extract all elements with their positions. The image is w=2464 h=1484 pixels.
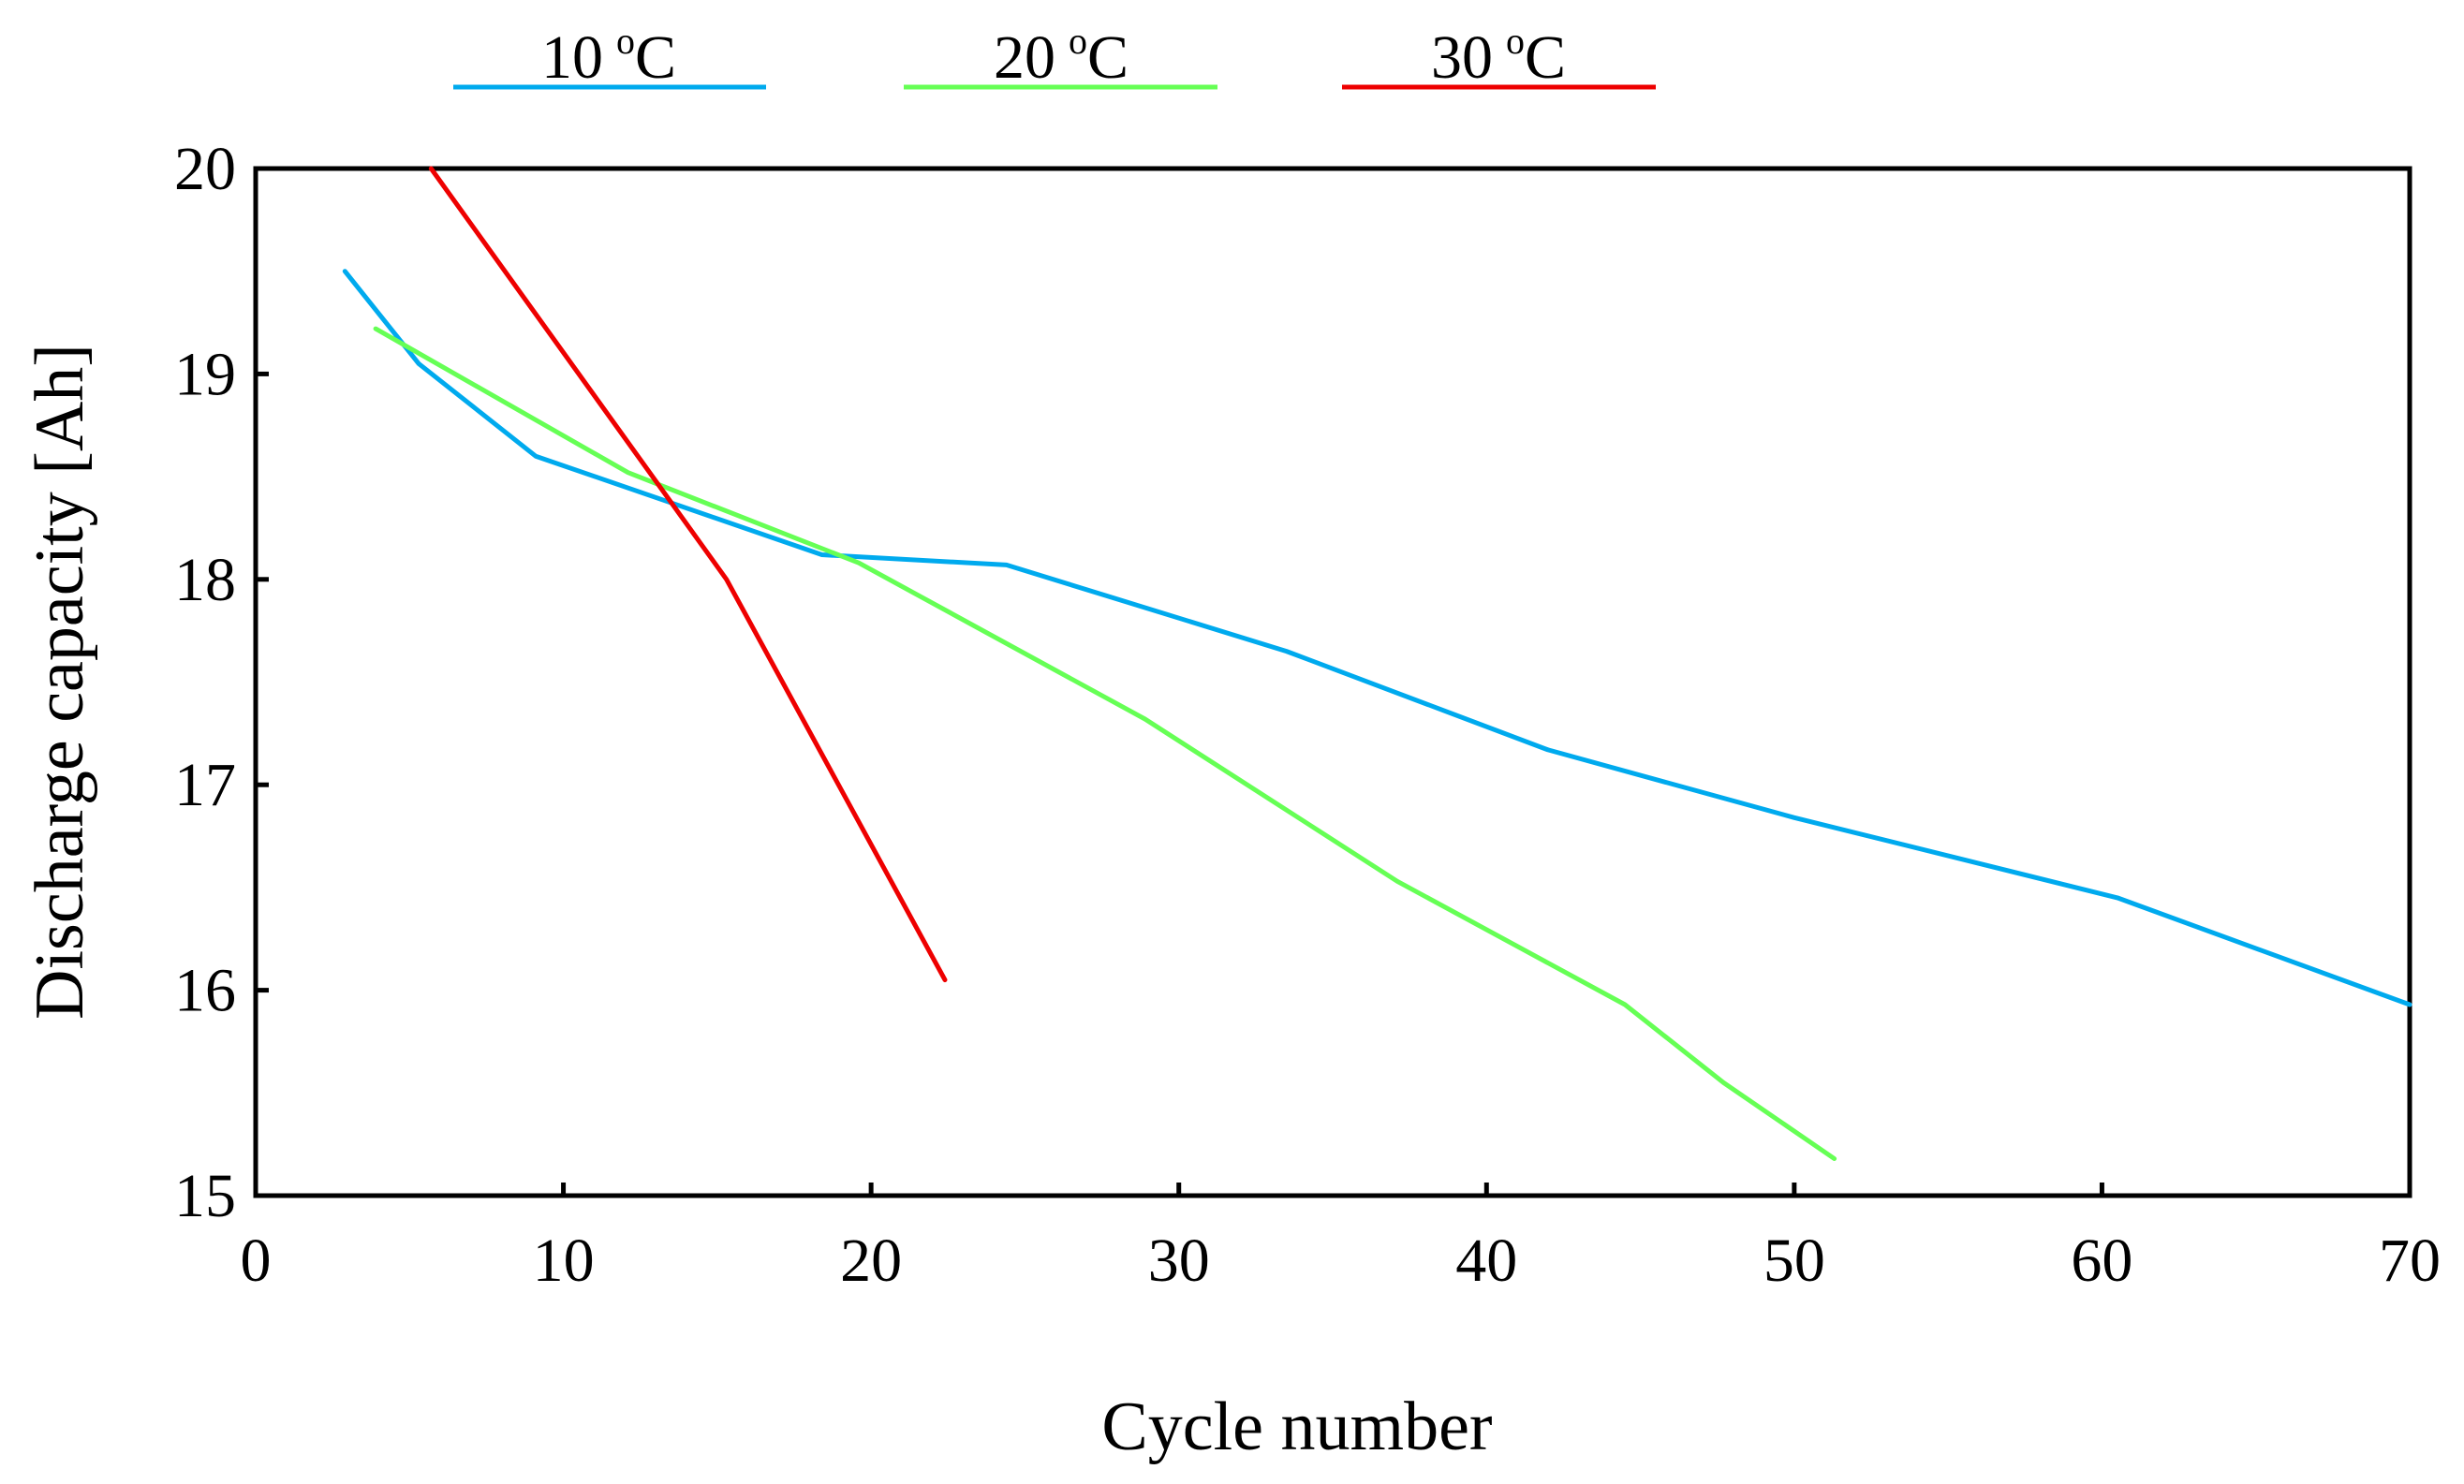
x-tick-label-20: 20 xyxy=(840,1227,902,1295)
x-tick-label-30: 30 xyxy=(1148,1227,1210,1295)
x-tick-label-70: 70 xyxy=(2379,1227,2441,1295)
y-tick-label-18: 18 xyxy=(174,546,236,614)
x-axis-label: Cycle number xyxy=(1101,1388,1492,1465)
legend-label-10c: 10 oC xyxy=(541,20,676,92)
x-tick-label-40: 40 xyxy=(1455,1227,1517,1295)
series-line-30c xyxy=(428,166,948,983)
y-tick-label-17: 17 xyxy=(174,751,236,819)
plot-frame xyxy=(253,166,2412,1198)
legend-item-10c: 10 oC xyxy=(453,20,766,92)
y-tick-label-16: 16 xyxy=(174,957,236,1025)
y-tick-label-19: 19 xyxy=(174,340,236,408)
axis-ticks: 0 10 20 30 40 50 60 70 15 16 17 18 19 20 xyxy=(174,135,2441,1295)
x-tick-label-50: 50 xyxy=(1763,1227,1825,1295)
x-tick-label-10: 10 xyxy=(533,1227,595,1295)
series-line-10c xyxy=(342,269,2412,1007)
x-tick-label-0: 0 xyxy=(241,1227,272,1295)
y-axis-label: Discharge capacity [Ah] xyxy=(22,344,98,1020)
series-group xyxy=(342,166,2412,1161)
y-tick-label-15: 15 xyxy=(174,1162,236,1230)
x-tick-label-60: 60 xyxy=(2071,1227,2132,1295)
legend-label-20c: 20 oC xyxy=(994,20,1129,92)
series-line-20c xyxy=(373,326,1837,1161)
legend-label-30c: 30 oC xyxy=(1431,20,1566,92)
y-tick-label-20: 20 xyxy=(174,135,236,203)
legend-item-30c: 30 oC xyxy=(1342,20,1656,92)
legend-item-20c: 20 oC xyxy=(904,20,1217,92)
legend: 10 oC 20 oC 30 oC xyxy=(453,20,1656,92)
